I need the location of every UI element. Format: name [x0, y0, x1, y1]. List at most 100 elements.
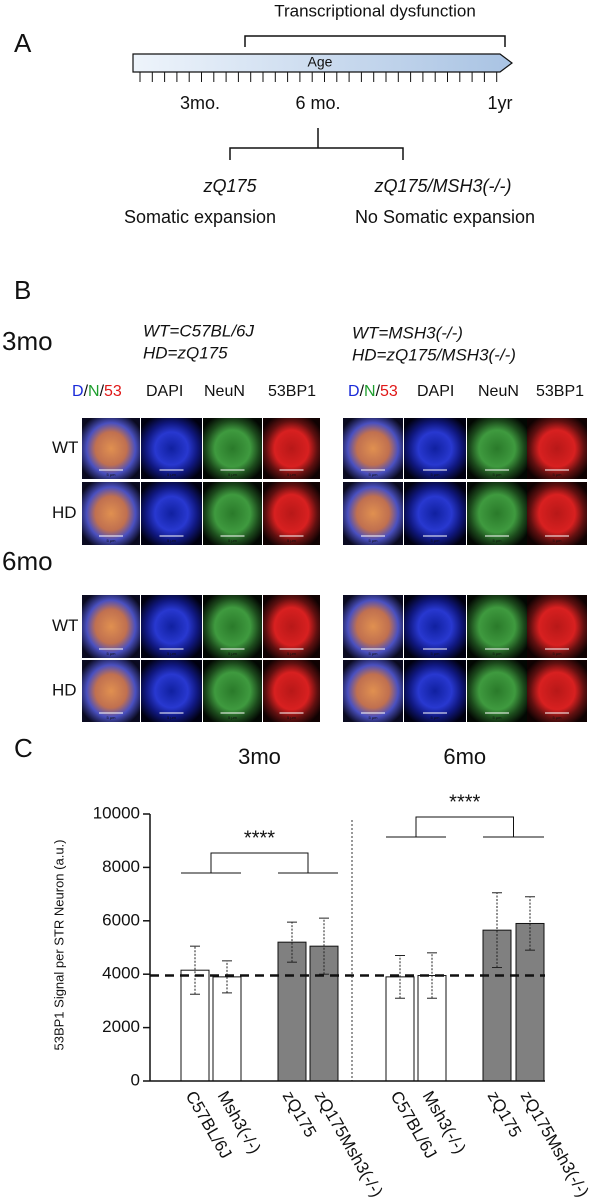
- micrograph: [527, 660, 587, 722]
- scale-label: 5 μm: [287, 651, 297, 656]
- scale-label: 5 μm: [107, 715, 117, 720]
- micrograph: [82, 595, 140, 658]
- micrograph: [467, 418, 527, 479]
- bar: [180, 969, 210, 1082]
- micrograph: [141, 482, 202, 545]
- scale-label: 5 μm: [167, 715, 177, 720]
- micrograph: [404, 660, 466, 722]
- scale-label: 5 μm: [431, 651, 441, 656]
- row-label: WT: [52, 438, 78, 457]
- time-label: 1yr: [487, 93, 512, 113]
- scale-label: 5 μm: [287, 715, 297, 720]
- genotype: zQ175: [202, 176, 257, 196]
- bar: [385, 976, 415, 1082]
- channel-label: DAPI: [146, 383, 183, 400]
- scale-label: 5 μm: [431, 472, 441, 477]
- y-tick-label: 0: [131, 1070, 140, 1089]
- scale-label: 5 μm: [287, 538, 297, 543]
- micrograph: [82, 660, 140, 722]
- scale-label: 5 μm: [553, 651, 563, 656]
- micrograph: [527, 418, 587, 479]
- scale-label: 5 μm: [553, 538, 563, 543]
- merge-part: /: [100, 383, 105, 400]
- group-label: 6mo: [443, 744, 486, 769]
- scale-label: 5 μm: [228, 538, 238, 543]
- bar: [417, 975, 447, 1082]
- bar: [309, 945, 339, 1082]
- y-tick-label: 6000: [102, 910, 140, 929]
- micrograph: [467, 660, 527, 722]
- micrograph: [82, 482, 140, 545]
- scale-label: 5 μm: [553, 472, 563, 477]
- scale-label: 5 μm: [369, 472, 379, 477]
- timepoint: 3mo: [2, 326, 53, 356]
- scale-label: 5 μm: [493, 715, 503, 720]
- scale-label: 5 μm: [287, 472, 297, 477]
- micrograph: [343, 660, 403, 722]
- micrograph: [203, 595, 262, 658]
- scale-label: 5 μm: [431, 715, 441, 720]
- merge-part: D: [72, 383, 84, 400]
- channel-label: 53BP1: [536, 383, 584, 400]
- micrograph: [263, 595, 320, 658]
- scale-label: 5 μm: [167, 538, 177, 543]
- micrograph: [203, 660, 262, 722]
- micrograph: [527, 595, 587, 658]
- micrograph: [343, 595, 403, 658]
- micrograph: [467, 595, 527, 658]
- scale-label: 5 μm: [369, 538, 379, 543]
- significance-bracket: [181, 852, 338, 874]
- significance-bracket: [386, 816, 544, 838]
- micrograph: [404, 595, 466, 658]
- scale-label: 5 μm: [228, 472, 238, 477]
- merge-part: 53: [104, 383, 122, 400]
- y-tick-label: 2000: [102, 1017, 140, 1036]
- age-arrow: [132, 53, 513, 73]
- micrograph: [82, 418, 140, 479]
- scale-label: 5 μm: [228, 651, 238, 656]
- group-label: 3mo: [238, 744, 281, 769]
- micrograph: [404, 482, 466, 545]
- panel-label: B: [14, 275, 31, 305]
- panel-label: A: [14, 28, 32, 58]
- note: Somatic expansion: [124, 207, 276, 227]
- bar: [277, 941, 307, 1082]
- merge-part: N: [88, 383, 100, 400]
- genotype: WT=MSH3(-/-): [352, 323, 463, 342]
- micrograph: [343, 418, 403, 479]
- time-label: 3mo.: [180, 93, 220, 113]
- micrograph: [203, 418, 262, 479]
- scale-label: 5 μm: [431, 538, 441, 543]
- channel-label: 53BP1: [268, 383, 316, 400]
- merge-part: /: [84, 383, 89, 400]
- merge-part: N: [364, 383, 376, 400]
- scale-label: 5 μm: [493, 472, 503, 477]
- micrograph: [404, 418, 466, 479]
- channel-label: DAPI: [417, 383, 454, 400]
- x-tick-label: zQ175Msh3(-/-): [517, 1088, 593, 1199]
- genotype: HD=zQ175/MSH3(-/-): [352, 345, 516, 364]
- merge-part: /: [360, 383, 365, 400]
- micrograph: [263, 660, 320, 722]
- time-label: 6 mo.: [295, 93, 340, 113]
- micrograph: [263, 418, 320, 479]
- significance: ****: [449, 791, 480, 813]
- micrograph: [263, 482, 320, 545]
- axis-label: Age: [308, 54, 333, 70]
- panel-label: C: [14, 733, 33, 763]
- scale-label: 5 μm: [107, 472, 117, 477]
- micrograph: [467, 482, 527, 545]
- channel-label: NeuN: [204, 383, 245, 400]
- merge-label: D/N/53: [348, 383, 398, 400]
- scale-label: 5 μm: [493, 538, 503, 543]
- y-tick-label: 8000: [102, 857, 140, 876]
- scale-label: 5 μm: [369, 651, 379, 656]
- timepoint: 6mo: [2, 546, 53, 576]
- note: No Somatic expansion: [355, 207, 535, 227]
- micrograph: [141, 595, 202, 658]
- scale-label: 5 μm: [369, 715, 379, 720]
- scale-label: 5 μm: [167, 472, 177, 477]
- micrograph: [203, 482, 262, 545]
